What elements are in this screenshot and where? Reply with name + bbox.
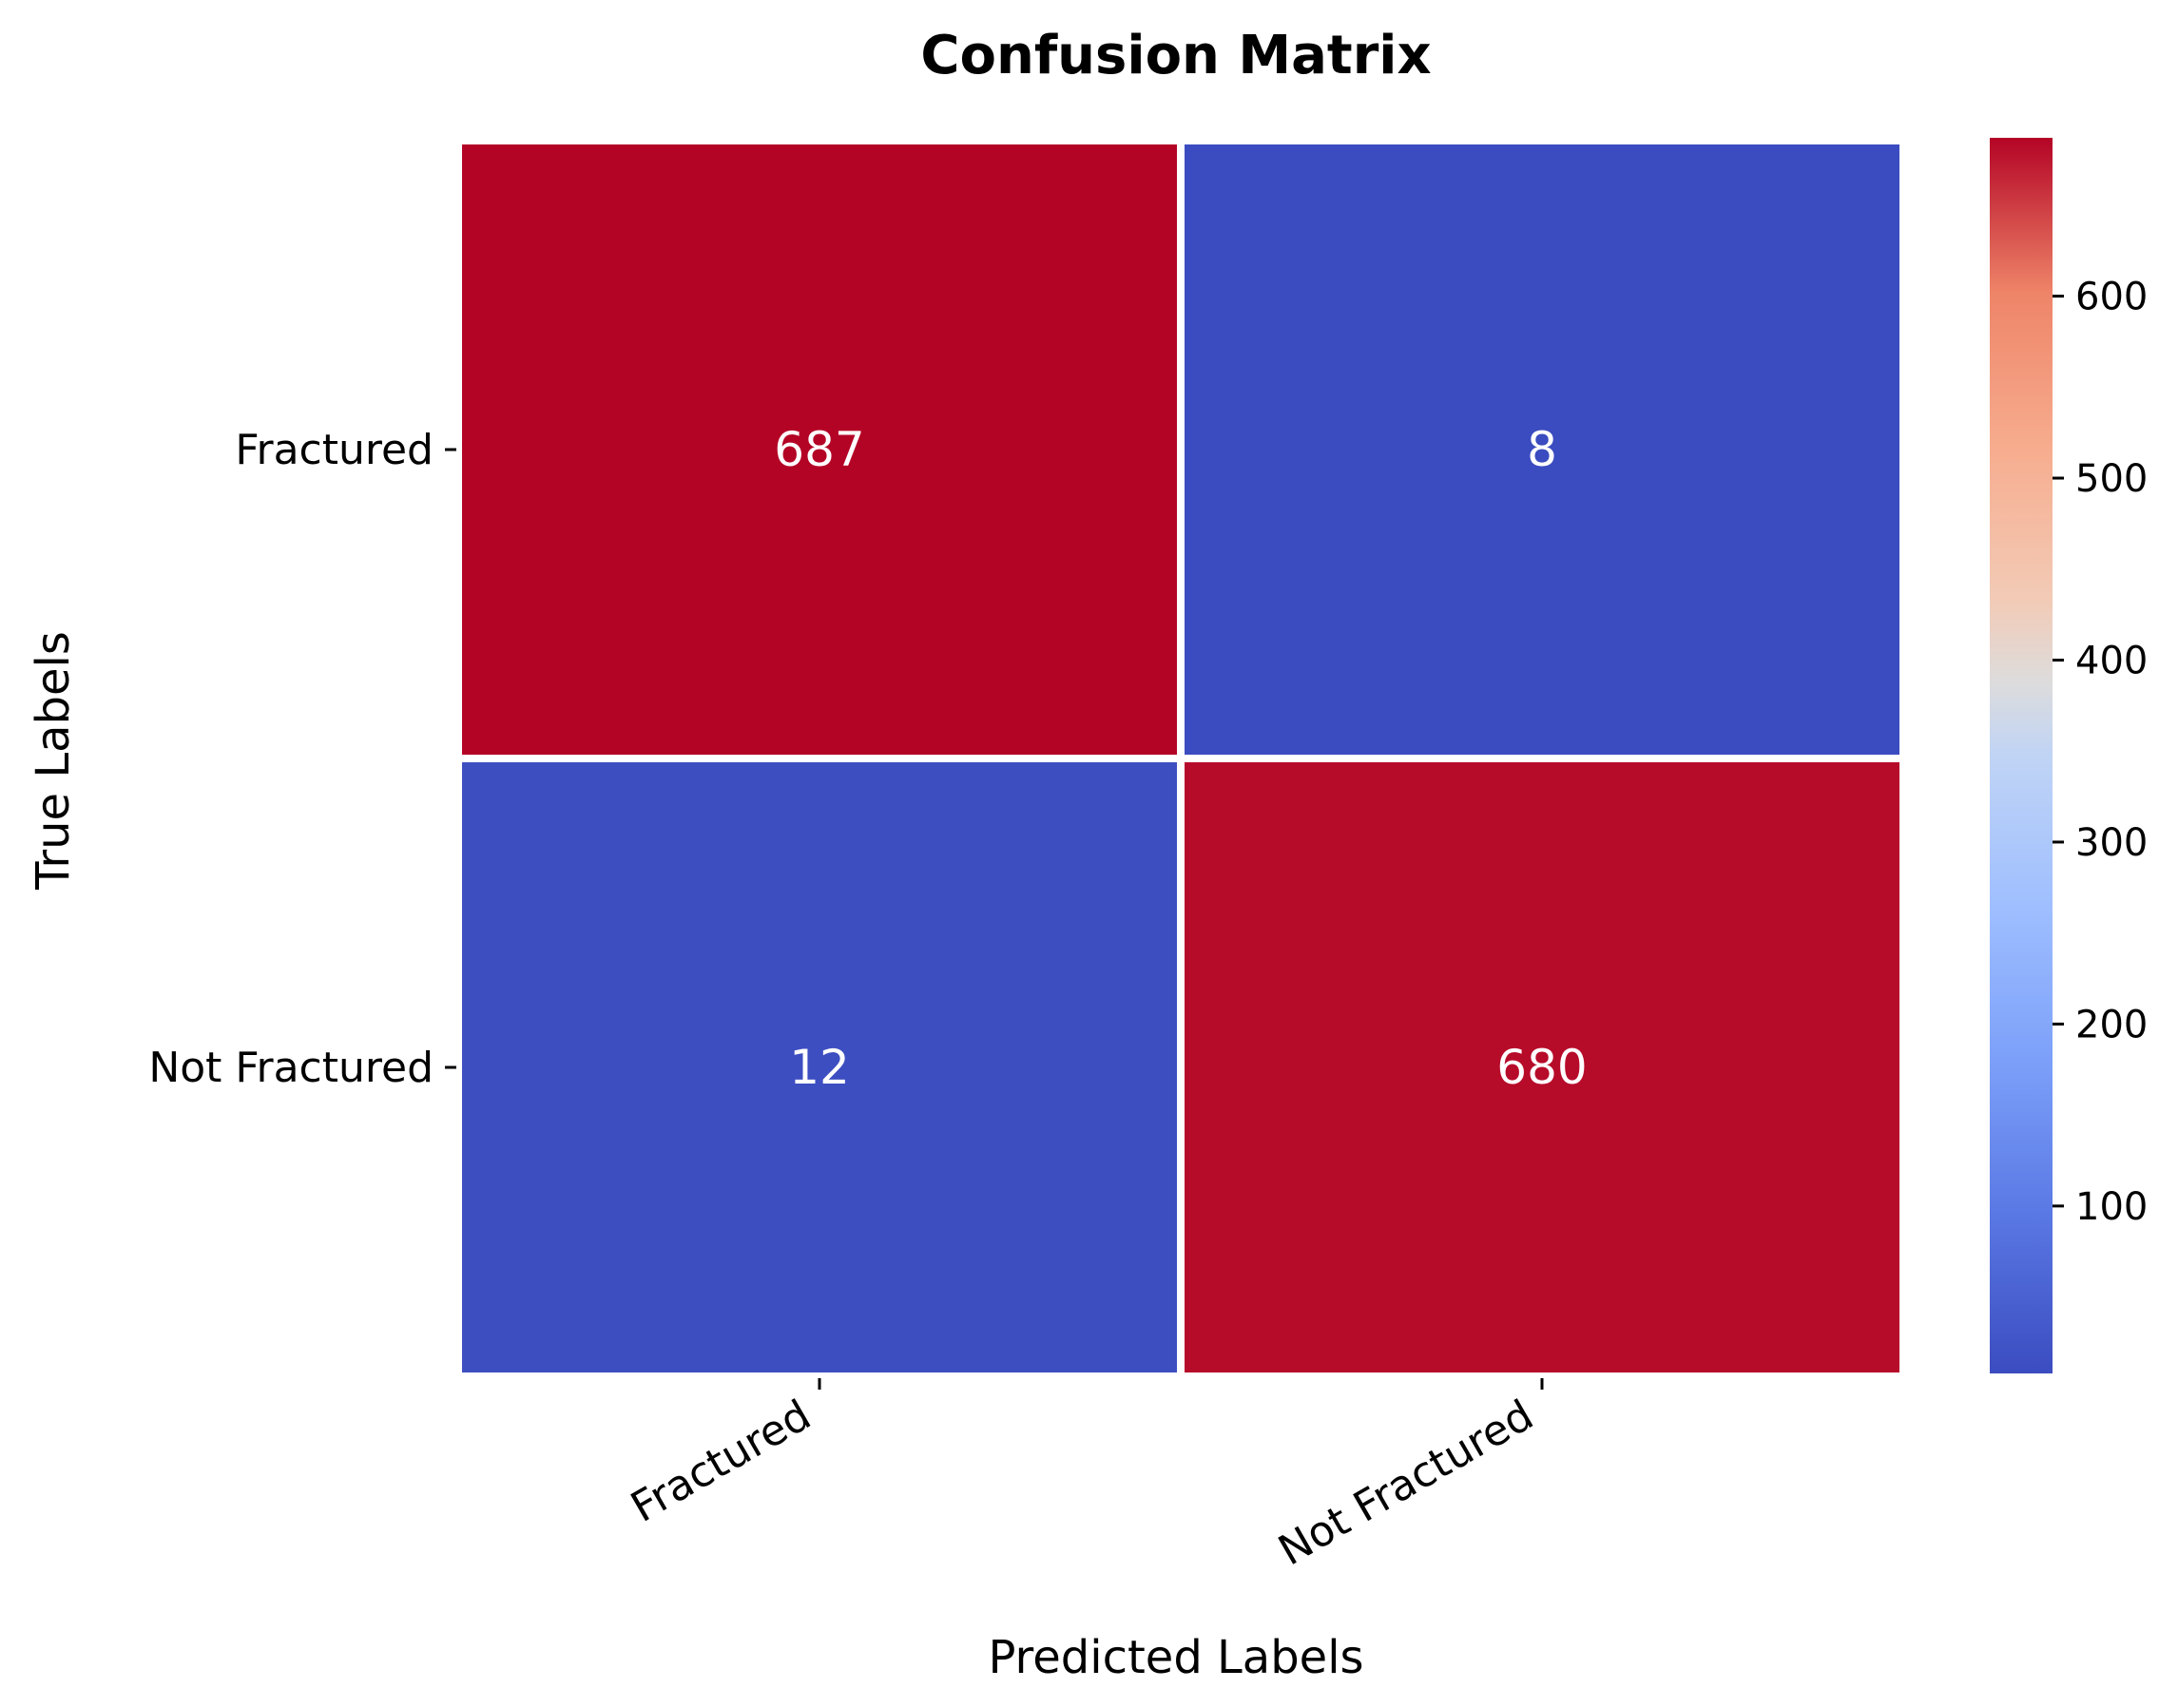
heatmap-cell-r1-c0 — [454, 755, 1185, 1380]
cell-value-r0-c1: 8 — [1527, 422, 1557, 477]
y-axis-ticks: Fractured Not Fractured — [148, 426, 456, 1092]
colorbar-tick-label-0: 100 — [2075, 1185, 2148, 1229]
colorbar-tick-label-1: 200 — [2075, 1003, 2148, 1046]
x-axis-label: Predicted Labels — [988, 1631, 1363, 1684]
heatmap-cell-r1-c1 — [1177, 755, 1907, 1380]
colorbar-ticks: 100 200 300 400 500 600 — [2053, 276, 2148, 1229]
cell-value-r1-c1: 680 — [1496, 1040, 1587, 1095]
chart-title: Confusion Matrix — [920, 25, 1431, 86]
x-tick-label-0: Fractured — [623, 1391, 819, 1531]
cell-value-r1-c0: 12 — [789, 1040, 850, 1095]
y-axis-label: True Labels — [27, 631, 80, 891]
colorbar-tick-label-3: 400 — [2075, 639, 2148, 682]
colorbar-tick-label-2: 300 — [2075, 821, 2148, 865]
cell-value-r0-c0: 687 — [774, 422, 864, 477]
colorbar-tick-label-4: 500 — [2075, 457, 2148, 501]
heatmap-cell-labels: 687 8 12 680 — [774, 422, 1587, 1095]
colorbar — [1990, 138, 2053, 1373]
y-tick-label-1: Not Fractured — [148, 1044, 434, 1092]
colorbar-tick-label-5: 600 — [2075, 276, 2148, 319]
heatmap-cell-r0-c1 — [1177, 137, 1907, 762]
heatmap-cell-r0-c0 — [454, 137, 1185, 762]
y-tick-label-0: Fractured — [235, 426, 434, 474]
x-axis-ticks: Fractured Not Fractured — [623, 1378, 1544, 1575]
x-tick-label-1: Not Fractured — [1270, 1391, 1541, 1575]
heatmap-cells — [454, 137, 1907, 1380]
